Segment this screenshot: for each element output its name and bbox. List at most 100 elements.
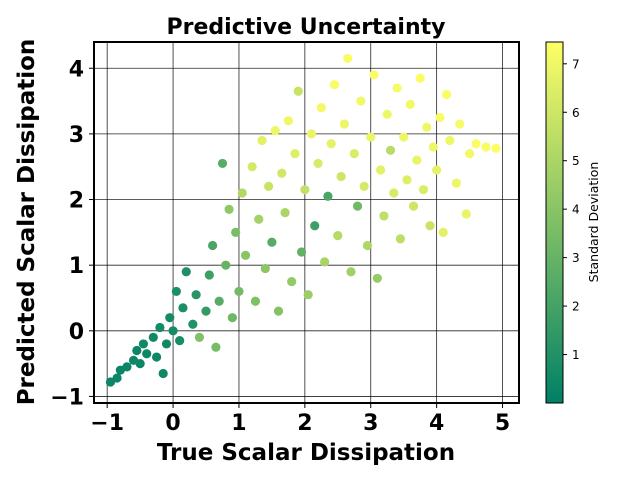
scatter-point bbox=[151, 352, 162, 362]
x-tick-label: 2 bbox=[297, 411, 312, 436]
scatter-point bbox=[204, 270, 214, 280]
scatter-point bbox=[221, 260, 231, 270]
scatter-point bbox=[171, 286, 181, 297]
plot-frame bbox=[93, 41, 520, 404]
colorbar-tick-label: 7 bbox=[572, 57, 580, 71]
scatter-points bbox=[105, 53, 501, 387]
y-tick-label: 3 bbox=[69, 123, 84, 148]
scatter-point bbox=[194, 332, 205, 342]
scatter-point bbox=[293, 86, 303, 96]
y-tick-label: 1 bbox=[69, 254, 84, 279]
scatter-point bbox=[240, 250, 251, 260]
scatter-point bbox=[234, 286, 244, 297]
scatter-point bbox=[376, 165, 386, 175]
scatter-point bbox=[392, 83, 402, 93]
chart-title: Predictive Uncertainty bbox=[167, 15, 446, 40]
scatter-point bbox=[188, 319, 198, 329]
y-axis-label: Predicted Scalar Dissipation bbox=[14, 39, 40, 406]
scatter-point bbox=[422, 122, 432, 132]
scatter-point bbox=[329, 80, 340, 90]
scatter-point bbox=[287, 276, 297, 287]
scatter-point bbox=[310, 221, 320, 231]
scatter-point bbox=[491, 143, 501, 153]
scatter-point bbox=[181, 267, 191, 277]
scatter-point bbox=[471, 139, 481, 149]
scatter-point bbox=[441, 89, 452, 100]
scatter-point bbox=[343, 53, 353, 64]
scatter-point bbox=[359, 181, 369, 191]
scatter-point bbox=[339, 119, 349, 129]
scatter-point bbox=[320, 257, 330, 267]
scatter-point bbox=[214, 296, 224, 306]
x-tick-label: −1 bbox=[90, 411, 124, 436]
scatter-point bbox=[161, 339, 172, 349]
scatter-point bbox=[316, 103, 326, 113]
scatter-point bbox=[349, 148, 359, 159]
scatter-point bbox=[217, 158, 228, 169]
scatter-point bbox=[148, 332, 158, 342]
scatter-point bbox=[445, 135, 455, 146]
scatter-point bbox=[432, 165, 442, 175]
scatter-point bbox=[372, 273, 382, 283]
scatter-point bbox=[323, 191, 333, 201]
y-tick-label: 4 bbox=[69, 57, 84, 82]
scatter-point bbox=[237, 188, 247, 198]
scatter-point bbox=[385, 145, 396, 155]
scatter-point bbox=[382, 109, 392, 119]
scatter-point bbox=[415, 73, 425, 83]
scatter-point bbox=[333, 231, 343, 241]
scatter-point bbox=[306, 129, 317, 139]
scatter-point bbox=[405, 99, 415, 109]
axis-ticks: −1 0 1 2 3 4 5 −1 0 1 2 3 4 bbox=[50, 57, 510, 436]
scatter-point bbox=[158, 368, 168, 379]
scatter-point bbox=[408, 201, 419, 211]
plot-area: −1 0 1 2 3 4 5 −1 0 1 2 3 4 bbox=[50, 41, 520, 436]
colorbar-tick-label: 3 bbox=[572, 251, 580, 265]
scatter-point bbox=[464, 148, 475, 159]
scatter-point bbox=[283, 116, 293, 126]
scatter-point bbox=[303, 290, 313, 300]
scatter-point bbox=[201, 306, 211, 316]
scatter-point bbox=[122, 362, 132, 372]
scatter-point bbox=[227, 313, 237, 323]
scatter-point bbox=[260, 263, 270, 274]
scatter-point bbox=[402, 175, 412, 185]
colorbar-gradient bbox=[545, 41, 564, 404]
x-tick-label: 0 bbox=[165, 411, 180, 436]
scatter-point bbox=[168, 326, 178, 336]
scatter-point bbox=[211, 342, 221, 352]
scatter-point bbox=[346, 267, 356, 277]
scatter-point bbox=[395, 234, 405, 244]
scatter-point bbox=[257, 135, 267, 146]
scatter-point bbox=[362, 240, 373, 251]
scatter-point bbox=[428, 142, 438, 152]
scatter-point bbox=[379, 211, 389, 221]
scatter-point bbox=[191, 290, 201, 300]
scatter-point bbox=[142, 349, 152, 359]
scatter-point bbox=[369, 70, 379, 80]
scatter-point bbox=[461, 209, 471, 219]
scatter-point bbox=[208, 240, 218, 251]
scatter-point bbox=[300, 185, 310, 195]
colorbar: 1 2 3 4 5 6 7 Standard Deviation bbox=[545, 41, 601, 404]
scatter-point bbox=[254, 214, 264, 224]
colorbar-tick-label: 5 bbox=[572, 154, 580, 168]
scatter-point bbox=[313, 158, 323, 169]
scatter-point bbox=[132, 345, 142, 356]
x-tick-label: 3 bbox=[363, 411, 378, 436]
x-tick-label: 4 bbox=[429, 411, 444, 436]
colorbar-tick-label: 6 bbox=[572, 106, 580, 120]
scatter-point bbox=[224, 204, 234, 214]
scatter-point bbox=[418, 185, 429, 195]
colorbar-ticks: 1 2 3 4 5 6 7 bbox=[563, 57, 580, 362]
scatter-point bbox=[267, 237, 277, 247]
scatter-point bbox=[155, 322, 165, 333]
scatter-point bbox=[435, 112, 445, 123]
y-tick-label: 2 bbox=[69, 189, 84, 214]
x-tick-label: 1 bbox=[231, 411, 246, 436]
scatter-point bbox=[296, 247, 307, 257]
scatter-point bbox=[290, 148, 300, 159]
scatter-point bbox=[175, 336, 185, 346]
grid bbox=[94, 42, 519, 403]
